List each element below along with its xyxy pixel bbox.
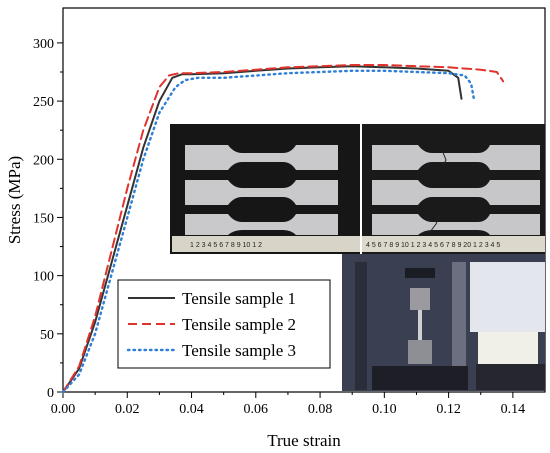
y-tick-label: 200 bbox=[33, 153, 54, 168]
series-line-sample-1 bbox=[62, 65, 463, 393]
legend-label-sample-1: Tensile sample 1 bbox=[182, 289, 296, 308]
testing-machine-photo bbox=[342, 254, 545, 391]
x-tick-label: 0.02 bbox=[115, 402, 140, 417]
legend-label-sample-2: Tensile sample 2 bbox=[182, 315, 296, 334]
y-axis: 0 50 100 150 200 250 300 bbox=[33, 37, 63, 401]
y-tick-label: 100 bbox=[33, 270, 54, 285]
series-layer bbox=[61, 64, 505, 394]
series-line-sample-2 bbox=[62, 64, 505, 393]
ruler-label-right: 4 5 6 7 8 9 10 1 2 3 4 5 6 7 8 9 20 1 2 … bbox=[366, 242, 500, 249]
y-axis-title: Stress (MPa) bbox=[5, 156, 24, 244]
x-axis-title: True strain bbox=[267, 431, 341, 450]
x-tick-label: 0.10 bbox=[372, 402, 397, 417]
y-tick-label: 150 bbox=[33, 211, 54, 226]
ruler-label-left: 1 2 3 4 5 6 7 8 9 10 1 2 bbox=[190, 242, 262, 249]
x-tick-label: 0.14 bbox=[501, 402, 526, 417]
series-line-sample-3 bbox=[61, 69, 476, 394]
y-tick-label: 0 bbox=[47, 386, 54, 401]
y-tick-label: 250 bbox=[33, 95, 54, 110]
x-axis: 0.00 0.02 0.04 0.06 0.08 0.10 0.12 0.14 bbox=[51, 392, 525, 417]
specimen-photo-after: 4 5 6 7 8 9 10 1 2 3 4 5 6 7 8 9 20 1 2 … bbox=[362, 124, 545, 254]
specimen-photo-before: 1 2 3 4 5 6 7 8 9 10 1 2 bbox=[170, 124, 360, 254]
x-tick-label: 0.08 bbox=[308, 402, 333, 417]
x-tick-label: 0.00 bbox=[51, 402, 76, 417]
x-tick-label: 0.04 bbox=[179, 402, 204, 417]
x-tick-label: 0.06 bbox=[244, 402, 269, 417]
legend: Tensile sample 1 Tensile sample 2 Tensil… bbox=[117, 279, 331, 369]
y-tick-label: 50 bbox=[40, 328, 54, 343]
legend-label-sample-3: Tensile sample 3 bbox=[182, 341, 296, 360]
y-tick-label: 300 bbox=[33, 37, 54, 52]
x-tick-label: 0.12 bbox=[436, 402, 461, 417]
